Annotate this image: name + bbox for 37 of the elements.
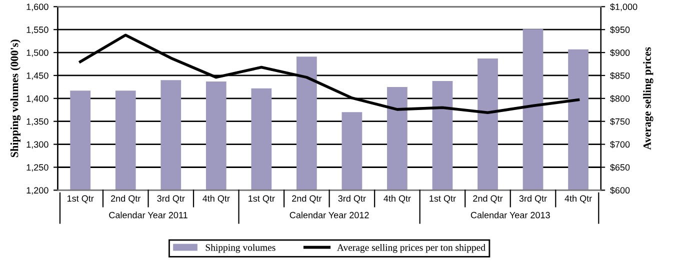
x-tick-label: 2nd Qtr (292, 195, 322, 204)
text: Calendar Year 2011 (109, 212, 188, 218)
y2-axis-title: Average selling prices (643, 47, 654, 150)
y2-tick-label: $850 (610, 72, 630, 80)
y-tick-label: 1,350 (26, 118, 48, 126)
y2-tick-label: $800 (610, 95, 630, 102)
y-tick-label: 1,600 (26, 4, 48, 12)
y2-tick-label: $600 (610, 186, 630, 194)
y2-tick-label: $750 (610, 118, 630, 126)
x-tick-label: 4th Qtr (384, 195, 411, 204)
legend-label: Average selling prices per ton shipped (337, 244, 486, 253)
x-tick-label: 3rd Qtr (157, 195, 185, 204)
x-tick-label: 2nd Qtr (473, 195, 503, 204)
y2-tick-label: $900 (610, 49, 630, 56)
y-tick-label: 1,500 (26, 50, 48, 57)
y2-tick-label: $700 (610, 140, 630, 148)
y-tick-label: 1,250 (26, 164, 48, 172)
x-tick-label: 1st Qtr (248, 195, 275, 204)
y-tick-label: 1,550 (26, 26, 48, 34)
x-tick-label: 2nd Qtr (111, 195, 141, 204)
x-tick-label: 1st Qtr (67, 195, 94, 204)
x-tick-label: 3rd Qtr (338, 195, 366, 204)
x-tick-label: 1st Qtr (430, 195, 456, 204)
y-tick-label: 1,300 (26, 141, 48, 149)
legend-label: Shipping volumes (206, 244, 276, 253)
x-tick-label: 3rd Qtr (519, 195, 547, 204)
y-tick-label: 1,400 (26, 95, 48, 103)
y2-tick-label: $650 (610, 164, 630, 172)
y-tick-label: 1,200 (26, 187, 48, 195)
text: Calendar Year 2012 (290, 212, 369, 218)
x-tick-label: 4th Qtr (564, 195, 592, 204)
y-tick-label: 1,450 (26, 72, 48, 80)
text: Calendar Year 2013 (470, 212, 550, 218)
y2-tick-label: $950 (610, 26, 630, 34)
y-axis-title: Shipping volumes (000's) (10, 40, 21, 158)
y2-tick-label: $1,000 (610, 3, 638, 12)
x-tick-label: 4th Qtr (202, 195, 230, 204)
